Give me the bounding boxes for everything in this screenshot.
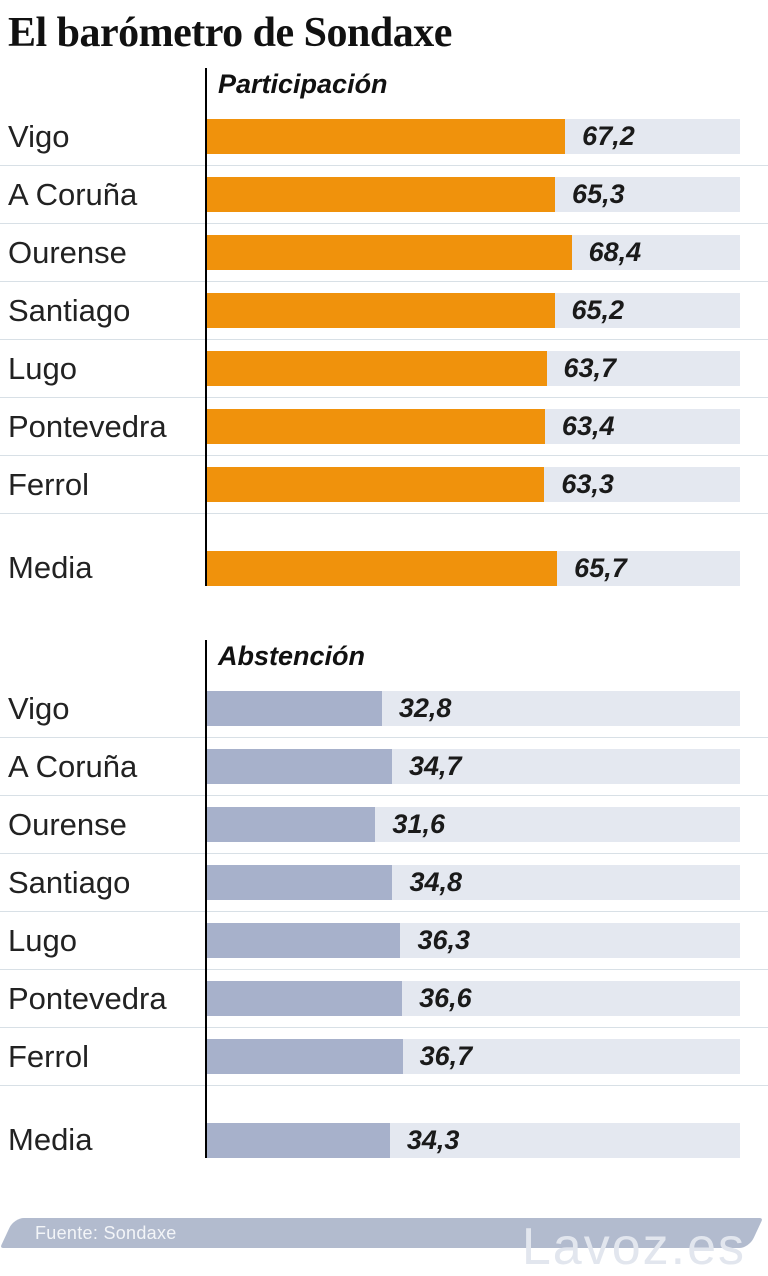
chart-row: Ourense 68,4 <box>0 224 768 283</box>
bar <box>207 691 382 727</box>
bar-track: 68,4 <box>207 235 740 271</box>
row-label: Ferrol <box>8 466 89 502</box>
row-label: Pontevedra <box>8 980 167 1016</box>
row-label: Vigo <box>8 118 70 154</box>
chart-rows: Vigo 67,2 A Coruña 65,3 Ourense 68,4 Santiago 6… <box>0 108 768 597</box>
row-label: Ferrol <box>8 1038 89 1074</box>
bar <box>207 293 555 329</box>
row-label: Lugo <box>8 350 77 386</box>
bar-track: 63,4 <box>207 409 740 445</box>
page-title: El barómetro de Sondaxe <box>8 10 452 56</box>
chart-rows: Vigo 32,8 A Coruña 34,7 Ourense 31,6 Santiago 3… <box>0 680 768 1169</box>
chart-section: Abstención Vigo 32,8 A Coruña 34,7 Ourense 31… <box>0 640 768 1169</box>
row-label: Vigo <box>8 690 70 726</box>
bar-track: 65,7 <box>207 550 740 586</box>
chart-row: Ourense 31,6 <box>0 796 768 855</box>
bar <box>207 923 401 959</box>
bar <box>207 749 392 785</box>
bar-track: 67,2 <box>207 119 740 155</box>
chart-section: Participación Vigo 67,2 A Coruña 65,3 Ourens… <box>0 68 768 597</box>
bar-track: 63,7 <box>207 351 740 387</box>
chart-row: Santiago 34,8 <box>0 854 768 913</box>
row-label: Lugo <box>8 922 77 958</box>
bar <box>207 1039 403 1075</box>
bar-track: 31,6 <box>207 807 740 843</box>
value-label: 65,7 <box>574 552 627 583</box>
chart-row: Media 34,3 <box>0 1111 768 1169</box>
value-label: 63,7 <box>563 353 617 384</box>
bar <box>207 807 376 843</box>
chart-row: Ferrol 36,7 <box>0 1028 768 1087</box>
bar-track: 36,3 <box>207 923 740 959</box>
bar <box>207 119 566 155</box>
row-label: Media <box>8 1122 93 1158</box>
chart-title: Abstención <box>218 641 366 672</box>
value-label: 65,3 <box>572 179 625 210</box>
bar-track: 32,8 <box>207 691 740 727</box>
axis-line <box>205 640 207 1159</box>
bar <box>207 467 545 503</box>
value-label: 68,4 <box>588 237 642 268</box>
chart-row: Ferrol 63,3 <box>0 456 768 515</box>
bar <box>207 177 556 213</box>
value-label: 67,2 <box>582 121 635 152</box>
bar <box>207 550 558 586</box>
chart-row: A Coruña 65,3 <box>0 166 768 225</box>
value-label: 63,3 <box>561 469 614 500</box>
value-label: 31,6 <box>392 809 445 840</box>
chart-row: Santiago 65,2 <box>0 282 768 341</box>
bar <box>207 981 403 1017</box>
bar-track: 34,7 <box>207 749 740 785</box>
axis-line <box>205 68 207 587</box>
chart-row: Lugo 63,7 <box>0 340 768 399</box>
bar <box>207 1122 390 1158</box>
chart-row: Pontevedra 36,6 <box>0 970 768 1029</box>
chart-row: Lugo 36,3 <box>0 912 768 971</box>
value-label: 36,3 <box>417 925 471 956</box>
chart-row: Vigo 67,2 <box>0 108 768 167</box>
watermark-logo: Lavoz.es <box>521 1218 746 1276</box>
row-label: Ourense <box>8 234 127 270</box>
value-label: 34,3 <box>406 1124 460 1155</box>
row-label: A Coruña <box>8 748 138 784</box>
chart-row: A Coruña 34,7 <box>0 738 768 797</box>
bar-track: 36,6 <box>207 981 740 1017</box>
row-label: Santiago <box>8 292 131 328</box>
bar-track: 34,3 <box>207 1122 740 1158</box>
chart-row: Media 65,7 <box>0 539 768 597</box>
bar-track: 63,3 <box>207 467 740 503</box>
row-label: A Coruña <box>8 176 138 212</box>
footer: Fuente: Sondaxe Lavoz.es <box>0 1218 768 1273</box>
bar-track: 34,8 <box>207 865 740 901</box>
row-label: Pontevedra <box>8 408 167 444</box>
bar-track: 65,3 <box>207 177 740 213</box>
bar <box>207 865 393 901</box>
bar-track: 36,7 <box>207 1039 740 1075</box>
bar <box>207 351 547 387</box>
row-label: Santiago <box>8 864 131 900</box>
value-label: 34,8 <box>409 867 463 898</box>
chart-title: Participación <box>218 69 388 100</box>
value-label: 34,7 <box>408 751 462 782</box>
value-label: 65,2 <box>571 295 625 326</box>
bar <box>207 409 545 445</box>
charts-container: Participación Vigo 67,2 A Coruña 65,3 Ourens… <box>0 68 768 1169</box>
chart-row: Pontevedra 63,4 <box>0 398 768 457</box>
value-label: 36,6 <box>419 983 472 1014</box>
value-label: 32,8 <box>398 693 452 724</box>
bar-track: 65,2 <box>207 293 740 329</box>
value-label: 63,4 <box>561 411 615 442</box>
value-label: 36,7 <box>419 1041 473 1072</box>
row-label: Media <box>8 550 93 586</box>
chart-row: Vigo 32,8 <box>0 680 768 739</box>
bar <box>207 235 572 271</box>
source-label: Fuente: Sondaxe <box>35 1223 177 1244</box>
row-label: Ourense <box>8 806 127 842</box>
